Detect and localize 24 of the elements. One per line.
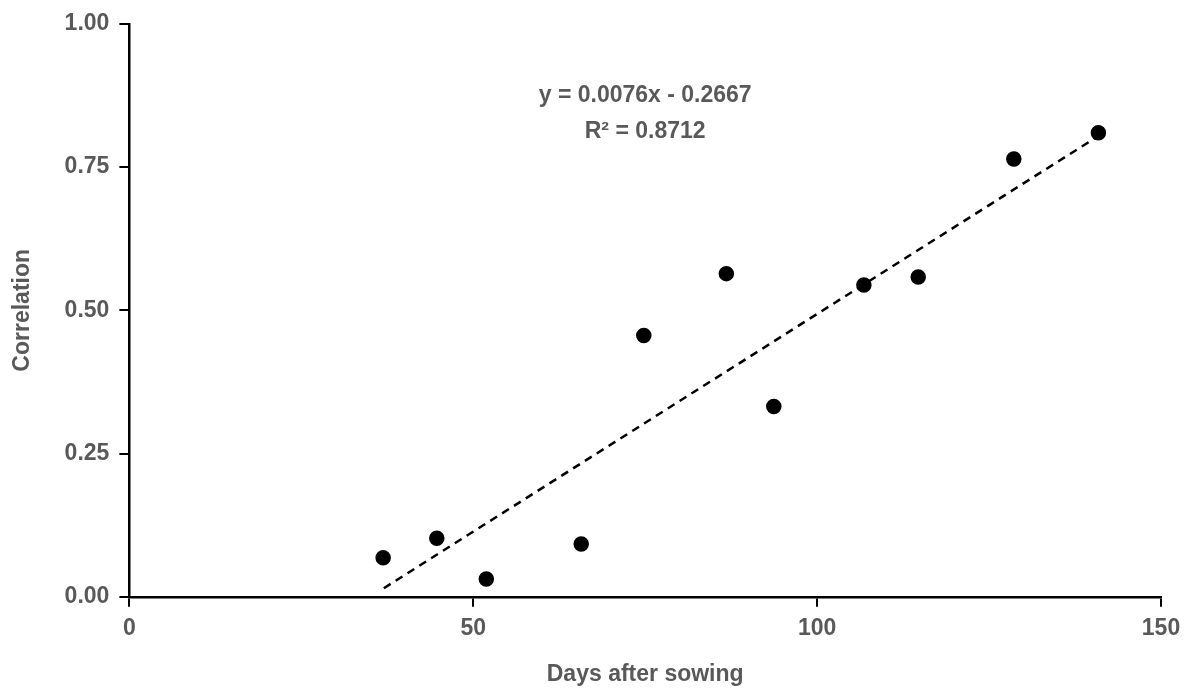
- point: [910, 269, 926, 285]
- annotation: y = 0.0076x - 0.2667: [538, 81, 752, 108]
- point: [1090, 124, 1107, 141]
- y-tick-label: 0.50: [64, 295, 110, 322]
- x-axis-title: Days after sowing: [546, 659, 744, 686]
- x-tick-label: 150: [1141, 613, 1181, 640]
- point: [718, 265, 735, 282]
- y-axis-title: Correlation: [8, 248, 35, 372]
- y-tick-label: 0.25: [64, 438, 110, 465]
- x-tick-label: 100: [797, 613, 837, 640]
- x-tick-label: 0: [122, 613, 136, 640]
- point: [636, 327, 652, 344]
- point: [766, 398, 782, 415]
- y-tick-label: 0.00: [64, 582, 110, 609]
- x-tick-label: 50: [460, 613, 487, 640]
- y-tick-label: 1.00: [64, 9, 110, 36]
- annotation: R² = 0.8712: [584, 117, 706, 144]
- point: [375, 550, 391, 566]
- point: [478, 571, 495, 587]
- y-tick-label: 0.75: [64, 152, 110, 179]
- point: [1006, 151, 1022, 167]
- point: [856, 277, 872, 293]
- point: [429, 530, 445, 547]
- point: [573, 536, 589, 552]
